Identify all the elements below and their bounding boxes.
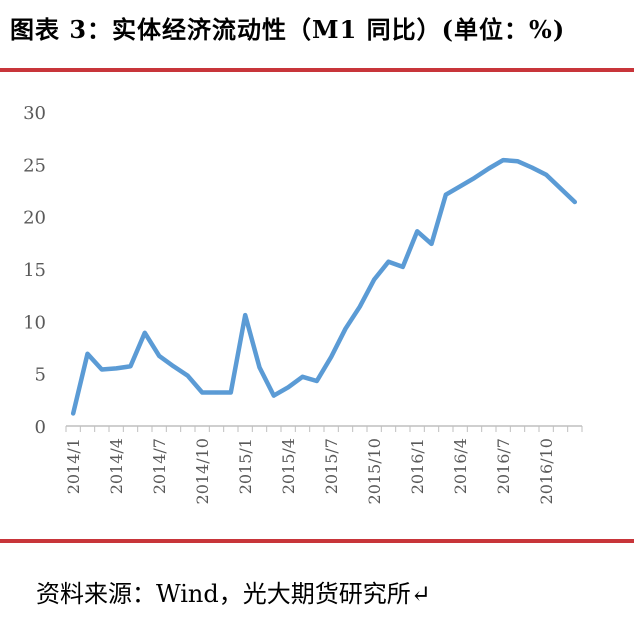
data-point <box>544 173 548 177</box>
y-tick-label: 20 <box>23 208 46 229</box>
data-point <box>516 159 519 163</box>
data-point <box>415 229 419 233</box>
data-point <box>401 265 405 269</box>
data-point <box>71 411 75 415</box>
data-point <box>372 278 376 281</box>
data-point <box>573 200 577 204</box>
chart-title: 图表 3：实体经济流动性（M1 同比）(单位：%) <box>10 15 566 44</box>
x-tick-label: 2014/1 <box>64 438 83 494</box>
x-tick-label: 2015/1 <box>236 438 255 494</box>
data-point <box>501 158 505 162</box>
y-tick-label: 15 <box>23 260 46 281</box>
x-tick-label: 2016/4 <box>451 438 470 494</box>
data-point <box>559 186 562 190</box>
data-point <box>100 368 104 371</box>
data-point <box>444 193 448 197</box>
x-tick-label: 2016/10 <box>537 438 556 504</box>
data-point <box>114 366 118 370</box>
data-point <box>315 379 319 383</box>
x-tick-label: 2014/4 <box>107 438 126 494</box>
x-axis: 2014/1 2014/4 2014/7 2014/10 2015/1 2015/4 201… <box>64 425 583 504</box>
top-divider <box>0 68 634 72</box>
data-point <box>243 313 247 317</box>
y-tick-label: 25 <box>23 155 46 176</box>
data-point <box>272 394 276 398</box>
data-point <box>358 305 362 309</box>
data-point <box>286 385 290 389</box>
data-point <box>157 354 161 358</box>
data-point <box>458 184 462 188</box>
data-point <box>430 242 433 246</box>
x-tick-label: 2016/7 <box>494 438 513 494</box>
x-tick-label: 2016/1 <box>408 438 427 494</box>
series-group <box>70 157 578 416</box>
y-tick-label: 30 <box>23 103 46 124</box>
data-point <box>143 331 147 335</box>
data-point <box>329 355 333 359</box>
bottom-divider <box>0 539 634 543</box>
y-axis: 0 5 10 15 20 25 30 <box>23 103 46 438</box>
data-point <box>258 365 261 369</box>
y-tick-label: 10 <box>23 312 46 333</box>
data-point <box>186 374 190 378</box>
data-point <box>86 352 89 356</box>
data-point <box>229 391 233 394</box>
x-tick-label: 2015/4 <box>279 438 298 494</box>
x-tick-label: 2015/7 <box>322 438 341 494</box>
x-tick-label: 2014/10 <box>193 438 212 504</box>
source-note: 资料来源：Wind，光大期货研究所↵ <box>36 580 431 608</box>
data-point <box>200 391 204 394</box>
series-line-0 <box>70 157 578 416</box>
x-tick-label: 2014/7 <box>150 438 169 494</box>
data-point <box>301 375 304 379</box>
data-point <box>473 176 476 180</box>
data-point <box>487 167 491 170</box>
data-point <box>387 260 390 264</box>
y-tick-label: 0 <box>35 417 46 438</box>
data-point <box>215 391 218 394</box>
x-tick-label: 2015/10 <box>365 438 384 504</box>
data-point <box>344 327 347 331</box>
data-point <box>129 364 132 368</box>
data-point <box>530 166 534 169</box>
y-tick-label: 5 <box>35 365 46 386</box>
data-point <box>172 364 175 368</box>
